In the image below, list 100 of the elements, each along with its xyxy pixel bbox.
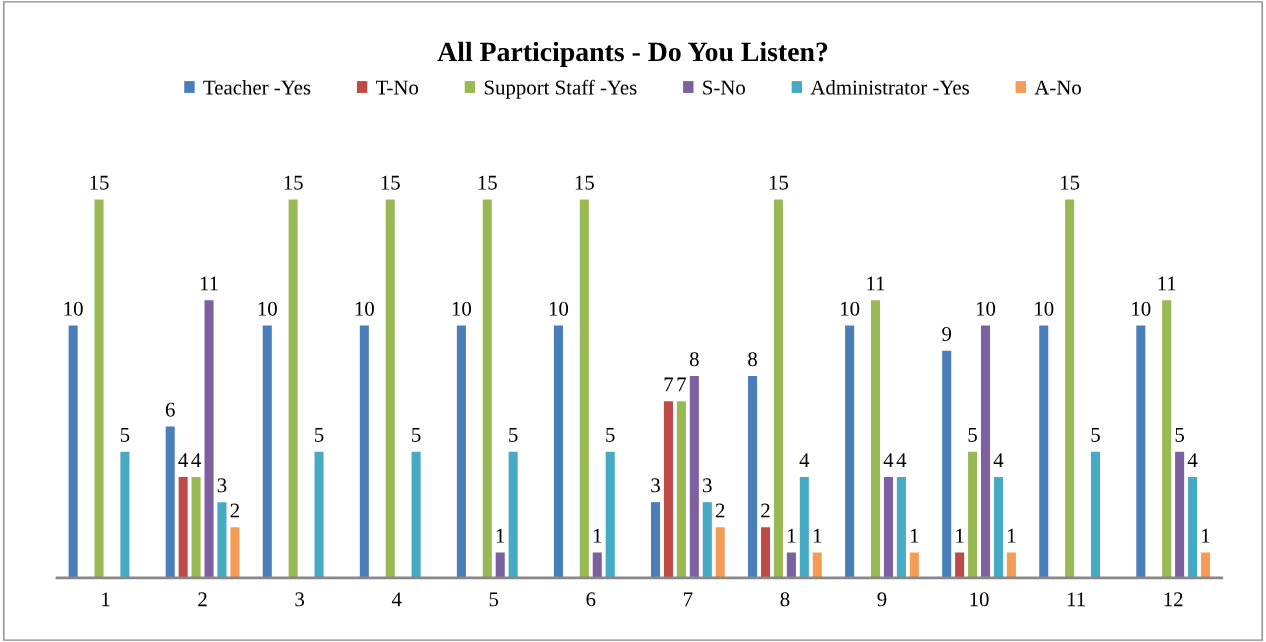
- bar: [942, 350, 952, 578]
- bar: [579, 199, 589, 578]
- legend-label: Support Staff -Yes: [484, 79, 637, 99]
- x-tick-label: 7: [684, 592, 693, 607]
- x-tick-label: 9: [877, 592, 887, 607]
- data-label: 2: [761, 503, 770, 518]
- bar: [385, 199, 395, 578]
- bar: [663, 401, 673, 578]
- data-label: 5: [412, 428, 421, 442]
- bar: [702, 502, 712, 578]
- data-label: 10: [1035, 301, 1054, 316]
- data-label: 15: [381, 175, 400, 190]
- data-label: 1: [1008, 528, 1016, 543]
- bar: [165, 426, 175, 578]
- data-label: 7: [677, 377, 686, 392]
- legend-label: A-No: [1034, 80, 1081, 95]
- data-label: 5: [315, 428, 324, 442]
- data-label: 1: [496, 528, 505, 543]
- data-label: 5: [509, 428, 518, 442]
- bar: [1039, 325, 1049, 578]
- data-label: 5: [1175, 428, 1185, 442]
- data-label: 9: [942, 327, 952, 342]
- bar: [359, 325, 369, 578]
- data-label: 15: [284, 175, 303, 190]
- bar: [314, 451, 324, 578]
- data-label: 6: [165, 402, 175, 417]
- bar: [812, 552, 822, 578]
- data-label: 10: [258, 301, 277, 316]
- bar: [1006, 552, 1016, 578]
- legend-label: Teacher -Yes: [203, 79, 311, 95]
- bar: [715, 527, 725, 578]
- bar: [94, 199, 104, 578]
- data-label: 4: [993, 453, 1004, 467]
- data-label: 5: [1091, 428, 1100, 442]
- bar: [896, 476, 906, 578]
- data-label: 1: [593, 528, 602, 543]
- bar: [845, 325, 855, 578]
- data-label: 15: [575, 175, 594, 190]
- bar: [191, 476, 201, 578]
- bar: [1065, 199, 1075, 578]
- bar: [553, 325, 563, 578]
- bar: [592, 552, 602, 578]
- data-label: 11: [867, 276, 885, 291]
- bar: [605, 451, 615, 578]
- bar: [909, 552, 919, 578]
- bar: [955, 552, 965, 578]
- data-label: 10: [976, 301, 996, 316]
- data-label: 1: [788, 528, 796, 543]
- data-label: 15: [478, 175, 497, 190]
- bar: [993, 476, 1003, 578]
- data-label: 4: [1187, 453, 1198, 467]
- bar: [689, 376, 699, 578]
- x-tick-label: 3: [295, 592, 305, 607]
- bar: [1162, 300, 1172, 578]
- data-label: 15: [90, 175, 109, 190]
- bar: [1090, 451, 1101, 578]
- legend-label: Administrator -Yes: [810, 79, 969, 95]
- x-tick-label: 6: [586, 592, 596, 607]
- x-tick-label: 1: [102, 592, 110, 607]
- legend-label: T-No: [376, 80, 419, 95]
- data-label: 1: [910, 528, 919, 543]
- data-label: 1: [813, 528, 822, 543]
- data-label: 3: [651, 478, 660, 493]
- x-tick-label: 4: [391, 592, 402, 607]
- data-label: 4: [178, 453, 189, 467]
- data-label: 2: [715, 503, 725, 518]
- x-tick-label: 2: [198, 592, 207, 607]
- bar: [748, 376, 758, 578]
- bar: [217, 502, 227, 578]
- x-tick-label: 8: [780, 592, 790, 607]
- bar: [178, 476, 188, 578]
- bar: [204, 300, 214, 578]
- data-label: 11: [1158, 276, 1176, 291]
- data-label: 8: [748, 352, 757, 367]
- data-label: 7: [664, 377, 674, 392]
- bar: [968, 451, 978, 578]
- legend-label: S-No: [703, 80, 746, 95]
- data-label: 2: [230, 503, 239, 518]
- x-tick-label: 10: [970, 592, 989, 607]
- bar: [262, 325, 272, 578]
- data-label: 4: [883, 453, 894, 467]
- bar: [799, 476, 809, 578]
- bar: [482, 199, 492, 578]
- bar: [411, 451, 421, 578]
- bar: [288, 199, 298, 578]
- bar: [508, 451, 518, 578]
- bar: [1136, 325, 1146, 578]
- bar: [676, 401, 686, 578]
- bar: [786, 552, 796, 578]
- bar: [773, 199, 783, 578]
- data-label: 4: [799, 453, 810, 467]
- bar: [870, 300, 881, 578]
- bar: [120, 451, 130, 578]
- data-label: 10: [452, 301, 472, 316]
- bar: [883, 476, 893, 578]
- data-label: 5: [120, 428, 130, 442]
- bar: [1200, 552, 1211, 578]
- data-label: 15: [1061, 175, 1080, 190]
- bar: [456, 325, 466, 578]
- bar: [1175, 451, 1185, 578]
